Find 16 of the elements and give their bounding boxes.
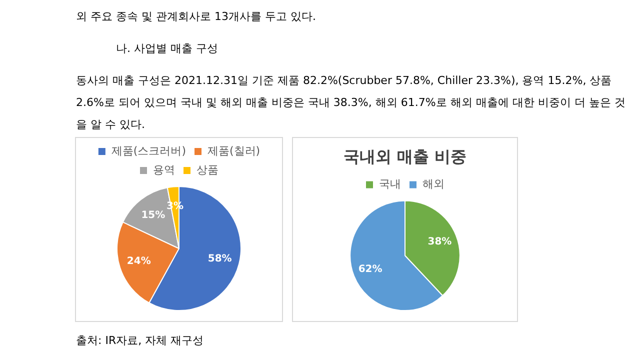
data-label: 38% xyxy=(428,236,452,248)
data-label: 62% xyxy=(358,264,382,275)
legend-label: 용역 xyxy=(153,163,175,176)
legend-label: 상품 xyxy=(196,163,218,176)
text: 동사의 매출 구성은 2021.12.31일 기준 제품 82.2%(Scrubber 57.8%, Chiller 23.3%), 용역 15.2%, 상품 2.6%로 되어 있으며 국내 및 해외 매출 비중은 국내 38.3%, 해외 61.7%로 해외 매출에 대한 비중이 더 높은 것을 알 수 있다. xyxy=(76,73,626,133)
chart-title: 국내외 매출 비중 xyxy=(343,146,467,166)
legend-label: 제품(스크러버) xyxy=(111,144,186,158)
legend-label: 해외 xyxy=(422,178,444,191)
legend-label: 국내 xyxy=(379,178,401,191)
data-label: 24% xyxy=(126,256,151,268)
text: 외 주요 종속 및 관계회사로 13개사를 두고 있다. xyxy=(76,9,317,25)
data-label: 15% xyxy=(141,210,166,221)
legend-label: 제품(칠러) xyxy=(208,144,260,158)
text: 나. 사업별 매출 구성 xyxy=(115,41,219,57)
source-note: 출처: IR자료, 자체 재구성 xyxy=(76,334,204,347)
data-label: 58% xyxy=(208,254,232,265)
